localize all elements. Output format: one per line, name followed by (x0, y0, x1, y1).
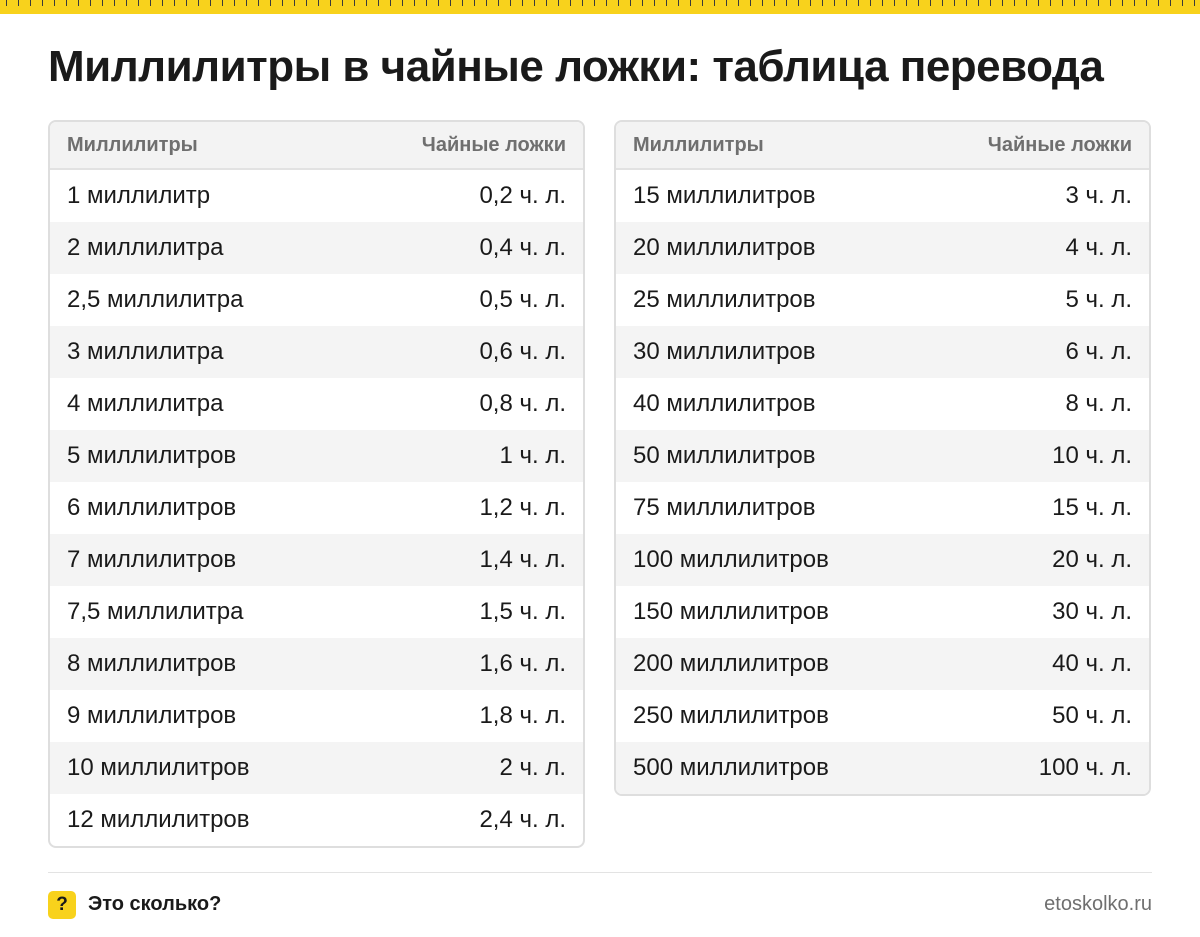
milliliters-cell: 7 миллилитров (67, 546, 237, 573)
teaspoons-cell: 1,8 ч. л. (479, 702, 566, 729)
table-body: 15 миллилитров 3 ч. л. 20 миллилитров 4 ч. … (616, 170, 1149, 794)
teaspoons-cell: 4 ч. л. (1065, 234, 1132, 261)
teaspoons-cell: 0,8 ч. л. (479, 390, 566, 417)
teaspoons-cell: 20 ч. л. (1052, 546, 1132, 573)
teaspoons-cell: 8 ч. л. (1065, 390, 1132, 417)
milliliters-cell: 1 миллилитр (67, 182, 211, 209)
table-row: 50 миллилитров 10 ч. л. (616, 430, 1149, 482)
table-row: 40 миллилитров 8 ч. л. (616, 378, 1149, 430)
teaspoons-cell: 1,4 ч. л. (479, 546, 566, 573)
teaspoons-cell: 50 ч. л. (1052, 702, 1132, 729)
table-row: 5 миллилитров 1 ч. л. (50, 430, 583, 482)
column-header-teaspoons: Чайные ложки (421, 133, 566, 156)
table-row: 12 миллилитров 2,4 ч. л. (50, 794, 583, 846)
milliliters-cell: 8 миллилитров (67, 650, 237, 677)
page-title: Миллилитры в чайные ложки: таблица перев… (48, 42, 1104, 91)
table-body: 1 миллилитр 0,2 ч. л. 2 миллилитра 0,4 ч. л… (50, 170, 583, 846)
table-row: 200 миллилитров 40 ч. л. (616, 638, 1149, 690)
conversion-table-left: Миллилитры Чайные ложки 1 миллилитр 0,2 ч… (48, 120, 585, 848)
teaspoons-cell: 1,2 ч. л. (479, 494, 566, 521)
milliliters-cell: 12 миллилитров (67, 806, 250, 833)
milliliters-cell: 2,5 миллилитра (67, 286, 244, 313)
teaspoons-cell: 15 ч. л. (1052, 494, 1132, 521)
milliliters-cell: 100 миллилитров (633, 546, 829, 573)
teaspoons-cell: 0,2 ч. л. (479, 182, 566, 209)
teaspoons-cell: 10 ч. л. (1052, 442, 1132, 469)
teaspoons-cell: 40 ч. л. (1052, 650, 1132, 677)
table-row: 8 миллилитров 1,6 ч. л. (50, 638, 583, 690)
table-row: 75 миллилитров 15 ч. л. (616, 482, 1149, 534)
teaspoons-cell: 1 ч. л. (499, 442, 566, 469)
milliliters-cell: 5 миллилитров (67, 442, 237, 469)
table-row: 2 миллилитра 0,4 ч. л. (50, 222, 583, 274)
table-row: 30 миллилитров 6 ч. л. (616, 326, 1149, 378)
teaspoons-cell: 6 ч. л. (1065, 338, 1132, 365)
column-header-teaspoons: Чайные ложки (987, 133, 1132, 156)
milliliters-cell: 150 миллилитров (633, 598, 829, 625)
table-row: 25 миллилитров 5 ч. л. (616, 274, 1149, 326)
table-row: 10 миллилитров 2 ч. л. (50, 742, 583, 794)
milliliters-cell: 250 миллилитров (633, 702, 829, 729)
teaspoons-cell: 5 ч. л. (1065, 286, 1132, 313)
table-row: 150 миллилитров 30 ч. л. (616, 586, 1149, 638)
table-row: 100 миллилитров 20 ч. л. (616, 534, 1149, 586)
table-row: 2,5 миллилитра 0,5 ч. л. (50, 274, 583, 326)
table-row: 3 миллилитра 0,6 ч. л. (50, 326, 583, 378)
table-row: 250 миллилитров 50 ч. л. (616, 690, 1149, 742)
milliliters-cell: 15 миллилитров (633, 182, 816, 209)
conversion-table-right: Миллилитры Чайные ложки 15 миллилитров 3 … (614, 120, 1151, 796)
column-header-milliliters: Миллилитры (633, 133, 764, 156)
table-row: 6 миллилитров 1,2 ч. л. (50, 482, 583, 534)
table-row: 7 миллилитров 1,4 ч. л. (50, 534, 583, 586)
table-header: Миллилитры Чайные ложки (50, 122, 583, 170)
milliliters-cell: 4 миллилитра (67, 390, 224, 417)
ruler-strip (0, 0, 1200, 14)
table-row: 1 миллилитр 0,2 ч. л. (50, 170, 583, 222)
milliliters-cell: 6 миллилитров (67, 494, 237, 521)
teaspoons-cell: 30 ч. л. (1052, 598, 1132, 625)
milliliters-cell: 50 миллилитров (633, 442, 816, 469)
milliliters-cell: 30 миллилитров (633, 338, 816, 365)
table-row: 20 миллилитров 4 ч. л. (616, 222, 1149, 274)
teaspoons-cell: 0,4 ч. л. (479, 234, 566, 261)
teaspoons-cell: 1,6 ч. л. (479, 650, 566, 677)
teaspoons-cell: 100 ч. л. (1038, 754, 1132, 781)
milliliters-cell: 75 миллилитров (633, 494, 816, 521)
teaspoons-cell: 0,5 ч. л. (479, 286, 566, 313)
milliliters-cell: 20 миллилитров (633, 234, 816, 261)
milliliters-cell: 3 миллилитра (67, 338, 224, 365)
footer-divider (48, 872, 1152, 873)
table-header: Миллилитры Чайные ложки (616, 122, 1149, 170)
milliliters-cell: 2 миллилитра (67, 234, 224, 261)
teaspoons-cell: 3 ч. л. (1065, 182, 1132, 209)
column-header-milliliters: Миллилитры (67, 133, 198, 156)
milliliters-cell: 7,5 миллилитра (67, 598, 244, 625)
table-row: 9 миллилитров 1,8 ч. л. (50, 690, 583, 742)
question-mark-logo-icon: ? (48, 891, 76, 919)
table-row: 4 миллилитра 0,8 ч. л. (50, 378, 583, 430)
milliliters-cell: 25 миллилитров (633, 286, 816, 313)
table-row: 7,5 миллилитра 1,5 ч. л. (50, 586, 583, 638)
milliliters-cell: 40 миллилитров (633, 390, 816, 417)
teaspoons-cell: 1,5 ч. л. (479, 598, 566, 625)
table-row: 500 миллилитров 100 ч. л. (616, 742, 1149, 794)
teaspoons-cell: 2,4 ч. л. (479, 806, 566, 833)
table-row: 15 миллилитров 3 ч. л. (616, 170, 1149, 222)
teaspoons-cell: 2 ч. л. (499, 754, 566, 781)
teaspoons-cell: 0,6 ч. л. (479, 338, 566, 365)
brand-name: Это сколько? (88, 893, 222, 915)
site-link[interactable]: etoskolko.ru (1044, 893, 1152, 915)
milliliters-cell: 10 миллилитров (67, 754, 250, 781)
milliliters-cell: 200 миллилитров (633, 650, 829, 677)
milliliters-cell: 500 миллилитров (633, 754, 829, 781)
milliliters-cell: 9 миллилитров (67, 702, 237, 729)
